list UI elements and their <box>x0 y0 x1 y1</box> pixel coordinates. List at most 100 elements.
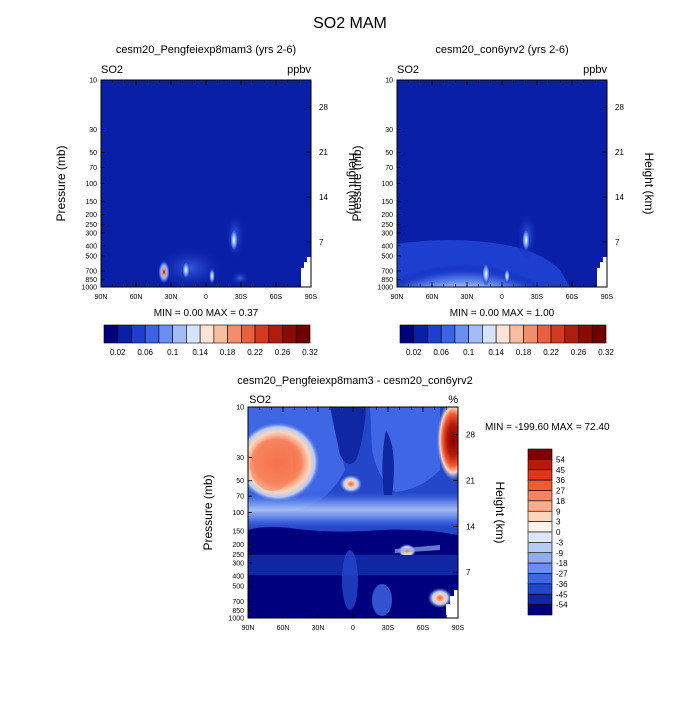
colorbar-c-swatch <box>527 500 553 512</box>
panel-a-p-tick-label: 1000 <box>81 285 97 292</box>
colorbar-a-swatch <box>268 324 283 344</box>
panel-c-minmax: MIN = -199.60 MAX = 72.40 <box>485 422 610 433</box>
panel-c-p-tick-label: 700 <box>232 599 244 606</box>
colorbar-a-swatch <box>254 324 270 344</box>
panel-b-x-tick-label: 60S <box>566 294 579 301</box>
colorbar-a-label: 0.06 <box>137 348 153 357</box>
panel-c-height-label: Height (km) <box>493 481 507 543</box>
colorbar-c-swatch <box>527 552 553 564</box>
panel-c-x-tick-label: 0 <box>351 625 355 632</box>
panel-a-p-tick-label: 50 <box>89 150 97 157</box>
panel-b-p-tick-label: 200 <box>381 212 393 219</box>
colorbar-c-swatch <box>527 562 553 574</box>
panel-a: cesm20_Pengfeiexp8mam3 (yrs 2-6) SO2 ppb… <box>100 44 312 288</box>
panel-c-p-tick-label: 150 <box>232 529 244 536</box>
panel-a-units: ppbv <box>287 64 311 76</box>
colorbar-b-label: 0.14 <box>488 348 504 357</box>
panel-a-axes: 1030507010015020025030040050070085010002… <box>54 78 360 302</box>
panel-b-p-tick-label: 400 <box>381 243 393 250</box>
colorbar-c-label: 27 <box>556 487 565 496</box>
panel-b-minmax: MIN = 0.00 MAX = 1.00 <box>450 308 555 319</box>
panel-c-p-tick-label: 30 <box>236 455 244 462</box>
panel-c-variable: SO2 <box>249 394 271 406</box>
panel-a-p-tick-label: 30 <box>89 127 97 134</box>
colorbar-a-swatch <box>282 324 297 344</box>
panel-c-x-tick-label: 60S <box>417 625 430 632</box>
panel-a-h-tick-label: 7 <box>319 238 324 247</box>
panel-a-h-tick-label: 21 <box>319 148 328 157</box>
colorbar-b-swatch <box>427 324 442 344</box>
panel-a-x-tick-label: 30N <box>165 294 178 301</box>
panel-c-p-tick-label: 400 <box>232 574 244 581</box>
panel-c-h-tick-label: 28 <box>466 431 475 440</box>
panel-b-pressure-label: Pressure (mb) <box>350 145 364 221</box>
panel-b-h-tick-label: 21 <box>615 148 624 157</box>
colorbar-b-label: 0.22 <box>543 348 559 357</box>
colorbar-a-swatch <box>186 324 201 344</box>
colorbar-b-swatch <box>509 324 524 344</box>
panel-a-p-tick-label: 400 <box>85 243 97 250</box>
panel-b-p-tick-label: 30 <box>385 127 393 134</box>
panel-c-p-tick-label: 70 <box>236 494 244 501</box>
panel-b-h-tick-label: 28 <box>615 103 624 112</box>
panel-c-x-tick-label: 90S <box>452 625 465 632</box>
panel-a-p-tick-label: 100 <box>85 181 97 188</box>
colorbar-c-swatch <box>527 521 553 533</box>
colorbar-c-label: -9 <box>556 549 564 558</box>
panel-a-p-tick-label: 300 <box>85 230 97 237</box>
panel-a-p-tick-label: 250 <box>85 222 97 229</box>
colorbar-b-swatch <box>550 324 566 344</box>
colorbar-b-label: 0.02 <box>406 348 422 357</box>
colorbar-c-swatch <box>527 490 553 502</box>
colorbar-b-swatch <box>564 324 579 344</box>
colorbar-a-swatch <box>213 324 228 344</box>
panel-b-axes: 1030507010015020025030040050070085010002… <box>350 78 656 302</box>
panel-a-p-tick-label: 150 <box>85 199 97 206</box>
panel-a-h-tick-label: 28 <box>319 103 328 112</box>
panel-a-height-label: Height (km) <box>346 152 360 214</box>
colorbar-c-label: 9 <box>556 507 561 516</box>
colorbar-c-swatch <box>527 448 553 460</box>
panel-b-x-tick-label: 60N <box>426 294 439 301</box>
colorbar-c-swatch <box>527 593 553 605</box>
panel-c-p-tick-label: 300 <box>232 560 244 567</box>
colorbar-b-swatch <box>495 324 511 344</box>
panel-c-p-tick-label: 10 <box>236 405 244 412</box>
colorbar-a-label: 0.32 <box>302 348 318 357</box>
panel-c-x-tick-label: 90N <box>242 625 255 632</box>
panel-c-h-tick-label: 7 <box>466 568 471 577</box>
panel-b-p-tick-label: 70 <box>385 165 393 172</box>
panel-c-x-tick-label: 30S <box>382 625 395 632</box>
colorbar-a-label: 0.14 <box>192 348 208 357</box>
panel-b-x-tick-label: 30S <box>531 294 544 301</box>
panel-c-p-tick-label: 250 <box>232 552 244 559</box>
colorbar-b: 0.02 0.06 0.1 0.14 0.18 0.22 0.26 0.32 <box>399 324 614 357</box>
panel-a-h-tick-label: 14 <box>319 193 328 202</box>
panel-c-x-tick-label: 30N <box>312 625 325 632</box>
panel-a-p-tick-label: 70 <box>89 165 97 172</box>
colorbar-b-swatch <box>440 324 456 344</box>
colorbar-c-swatch <box>527 531 553 543</box>
panel-a-p-tick-label: 500 <box>85 253 97 260</box>
colorbar-c-swatch <box>527 542 553 554</box>
panel-c-field <box>248 407 458 618</box>
colorbar-c-label: -3 <box>556 538 564 547</box>
colorbar-a-swatch <box>199 324 215 344</box>
colorbar-a-swatch <box>241 324 256 344</box>
panel-a-x-tick-label: 60N <box>130 294 143 301</box>
panel-b-p-tick-label: 500 <box>381 253 393 260</box>
panel-b: cesm20_con6yrv2 (yrs 2-6) SO2 ppbv <box>396 44 608 288</box>
panel-b-x-tick-label: 90S <box>601 294 614 301</box>
colorbar-a-swatch <box>103 324 119 344</box>
colorbar-b-swatch <box>523 324 538 344</box>
colorbar-c-label: 18 <box>556 497 565 506</box>
colorbar-a-swatch <box>172 324 187 344</box>
colorbar-c-swatch <box>527 604 553 616</box>
colorbar-c-swatch <box>527 573 553 585</box>
panel-b-p-tick-label: 300 <box>381 230 393 237</box>
panel-a-x-tick-label: 90S <box>305 294 318 301</box>
panel-b-p-tick-label: 100 <box>381 181 393 188</box>
colorbar-c-label: -45 <box>556 590 568 599</box>
colorbar-c-label: -18 <box>556 559 568 568</box>
panel-c-units: % <box>448 394 458 406</box>
